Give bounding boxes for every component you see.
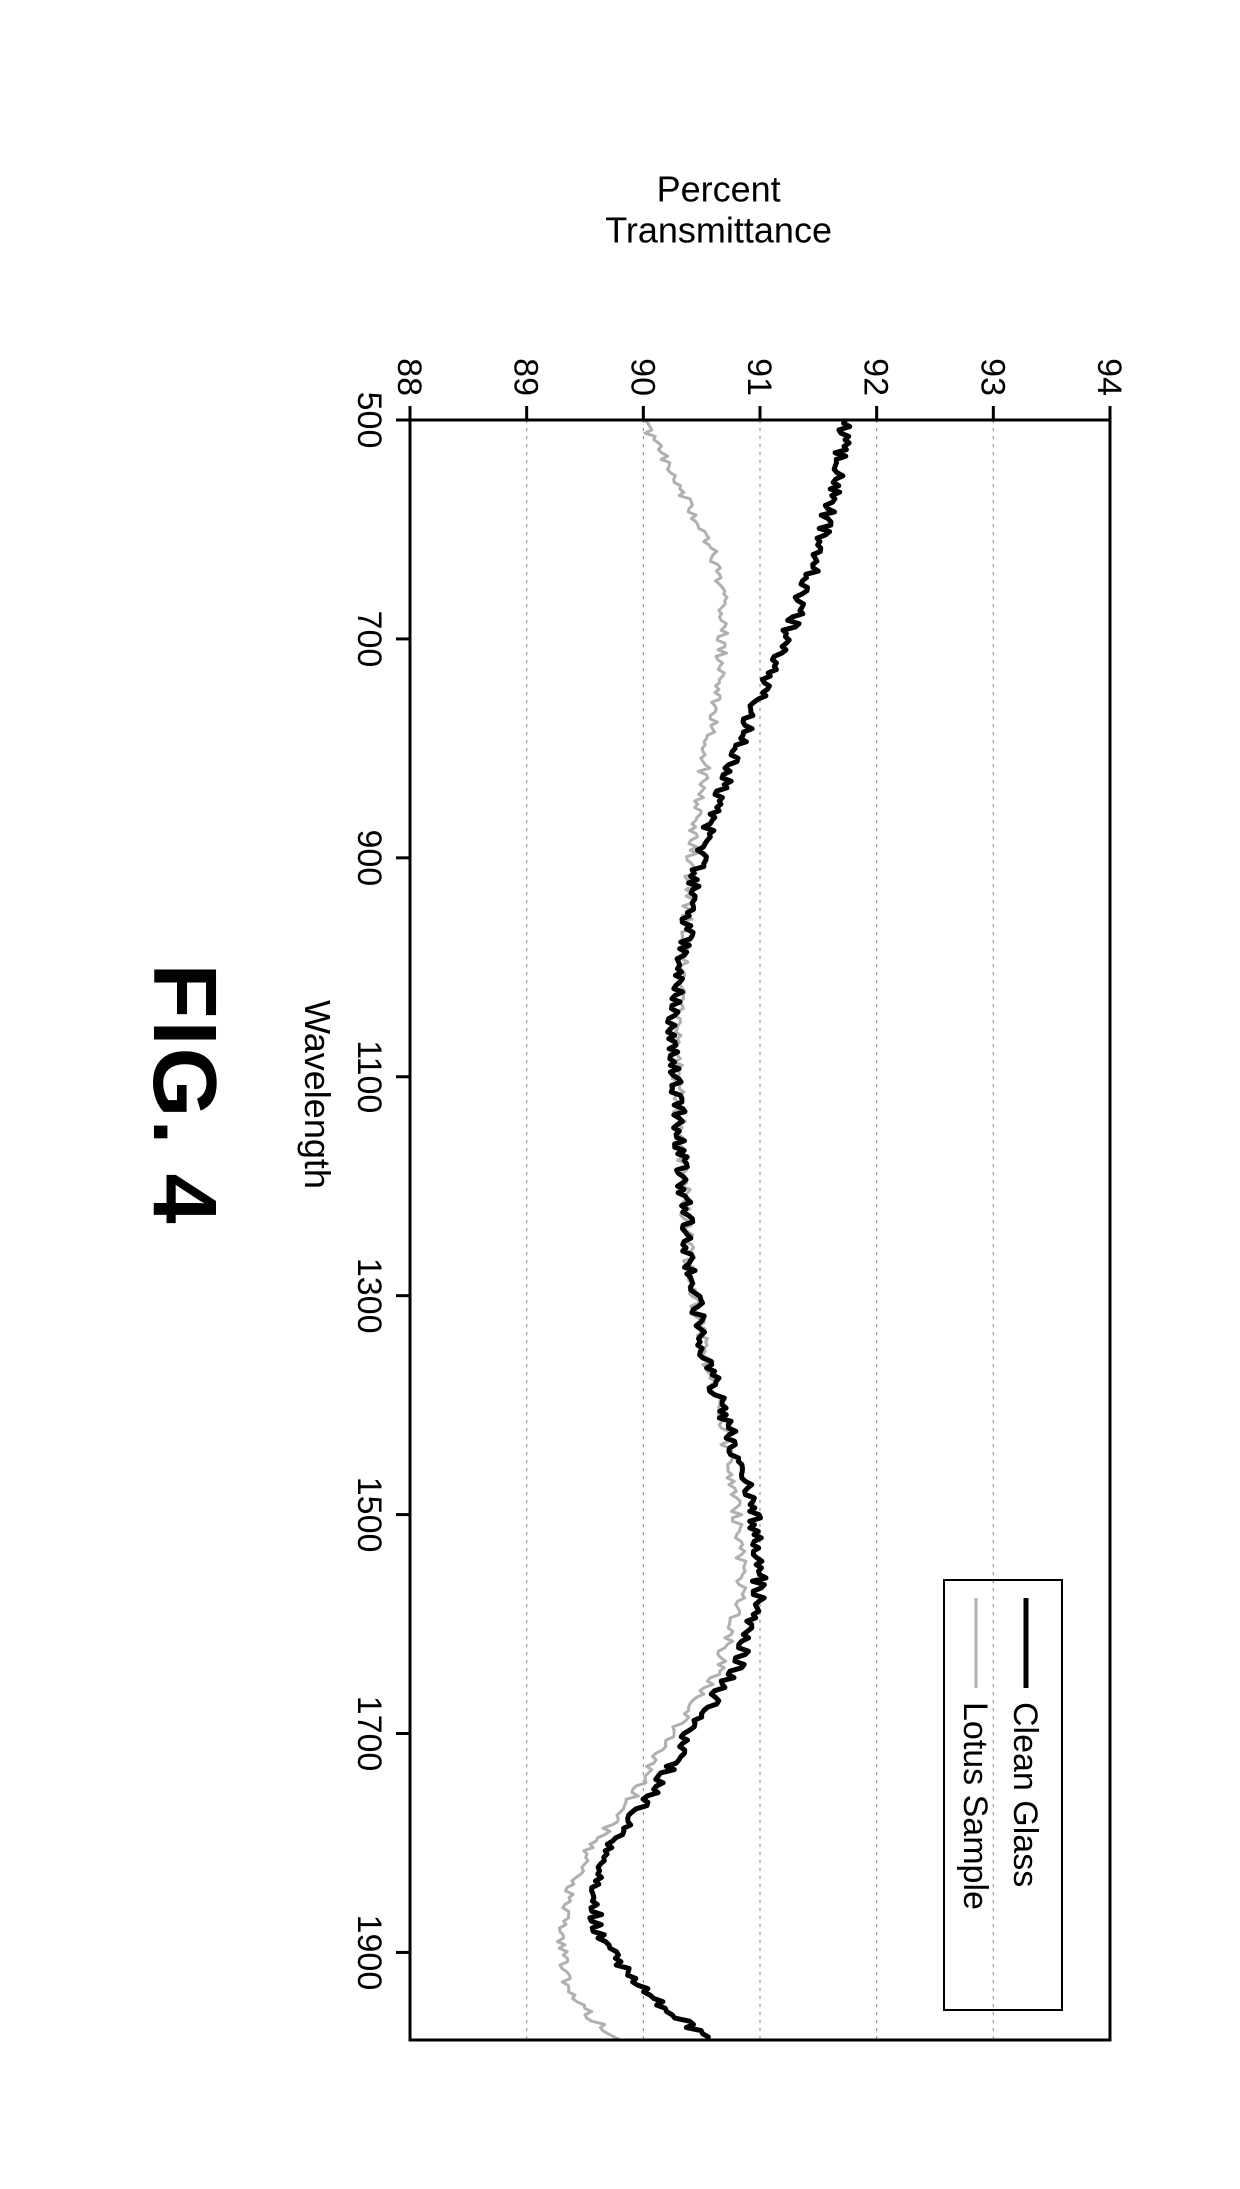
x-tick-label: 700 bbox=[350, 611, 388, 668]
legend-label: Clean Glass bbox=[1006, 1702, 1044, 1887]
x-tick-label: 500 bbox=[350, 392, 388, 449]
y-tick-label: 88 bbox=[390, 358, 428, 396]
x-tick-label: 1500 bbox=[350, 1477, 388, 1553]
x-tick-label: 1300 bbox=[350, 1258, 388, 1334]
legend-label: Lotus Sample bbox=[956, 1702, 994, 1910]
y-tick-label: 91 bbox=[740, 358, 778, 396]
chart-container: 500 700 900 1100 1300 1500 1700 1900 88 89 90 91 92 9… bbox=[100, 100, 1140, 2089]
y-tick-label: 93 bbox=[973, 358, 1011, 396]
y-tick-label: 94 bbox=[1090, 358, 1128, 396]
y-axis-label: PercentTransmittance bbox=[539, 169, 899, 252]
figure-caption: FIG. 4 bbox=[132, 100, 235, 2089]
rotated-figure-container: 500 700 900 1100 1300 1500 1700 1900 88 89 90 91 92 9… bbox=[100, 100, 1140, 2089]
x-tick-label: 1700 bbox=[350, 1696, 388, 1772]
transmittance-chart: 500 700 900 1100 1300 1500 1700 1900 88 89 90 91 92 9… bbox=[300, 100, 1140, 2089]
x-tick-label: 1900 bbox=[350, 1915, 388, 1991]
x-tick-label: 1100 bbox=[350, 1040, 388, 1113]
y-tick-label: 92 bbox=[857, 358, 895, 396]
x-axis-label: Wavelength bbox=[296, 100, 338, 2089]
y-tick-label: 89 bbox=[507, 358, 545, 396]
y-tick-label: 90 bbox=[623, 358, 661, 396]
x-tick-label: 900 bbox=[350, 829, 388, 886]
